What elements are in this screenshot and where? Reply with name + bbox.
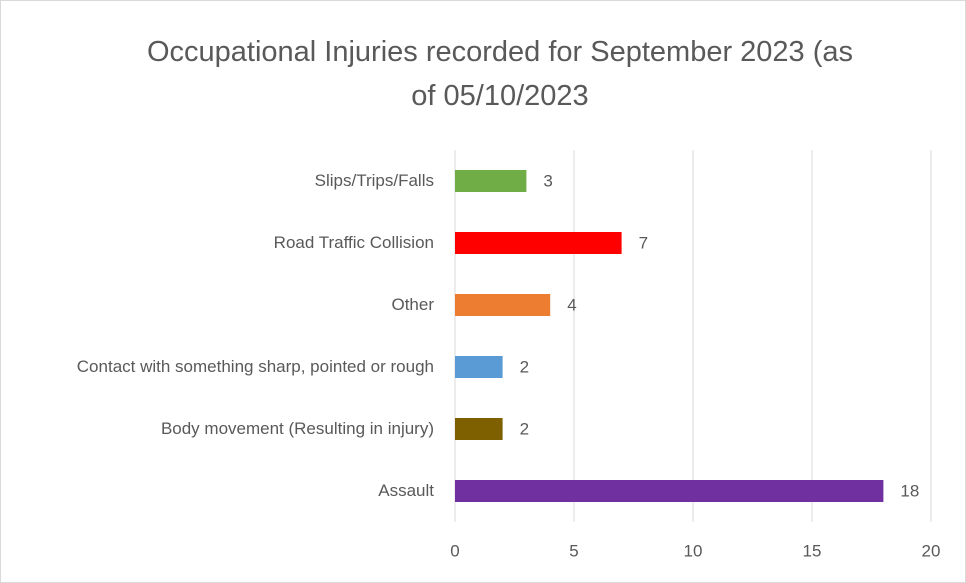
bar [455, 170, 527, 192]
data-label: 3 [543, 171, 552, 190]
bar [455, 232, 622, 254]
y-tick-label: Contact with something sharp, pointed or… [76, 357, 434, 376]
data-label: 18 [900, 481, 919, 500]
y-tick-label: Road Traffic Collision [273, 233, 434, 252]
y-tick-label: Slips/Trips/Falls [314, 171, 434, 190]
bar [455, 294, 551, 316]
x-tick-label: 15 [803, 541, 822, 560]
bar [455, 480, 884, 502]
bar [455, 356, 503, 378]
data-label: 2 [520, 357, 529, 376]
y-tick-label: Other [391, 295, 434, 314]
data-label: 4 [567, 295, 576, 314]
bar [455, 418, 503, 440]
y-tick-label: Assault [378, 481, 434, 500]
x-tick-label: 10 [684, 541, 703, 560]
x-tick-label: 0 [450, 541, 459, 560]
data-label: 7 [639, 233, 648, 252]
x-tick-label: 20 [922, 541, 941, 560]
y-tick-label: Body movement (Resulting in injury) [160, 419, 434, 438]
data-label: 2 [520, 419, 529, 438]
chart-title: Occupational Injuries recorded for Septe… [146, 36, 854, 112]
x-tick-label: 5 [569, 541, 578, 560]
